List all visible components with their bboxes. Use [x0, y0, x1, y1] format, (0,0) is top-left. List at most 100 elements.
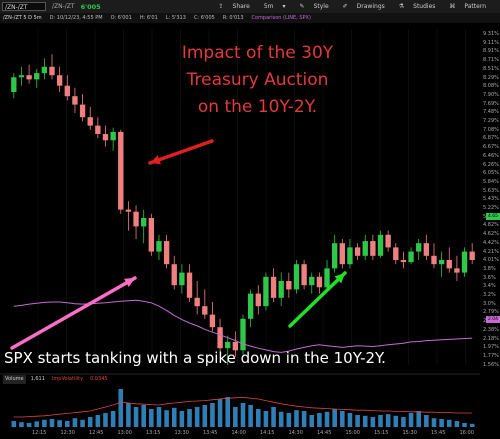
- volume-bar: [469, 423, 475, 427]
- price-axis-label: 6.46%: [483, 152, 499, 159]
- volume-label: Volume: [3, 375, 26, 384]
- volume-bar: [210, 403, 215, 427]
- pencil-icon: ✐: [342, 3, 348, 10]
- candle-body: [148, 218, 155, 252]
- volume-bar: [286, 413, 292, 427]
- volume-bar: [171, 407, 177, 427]
- candle-body: [309, 276, 315, 286]
- iv-value: 0.0345: [90, 376, 108, 382]
- candle-body: [11, 77, 17, 92]
- volume-bar: [248, 405, 253, 427]
- volume-bar: [324, 411, 330, 427]
- volume-bar: [378, 415, 383, 427]
- price-axis-label: 4.82%: [483, 222, 499, 229]
- candle-body: [56, 75, 63, 86]
- volume-bar: [80, 419, 85, 427]
- candle-body: [133, 211, 139, 227]
- drawings-button[interactable]: ✐ Drawings: [343, 3, 392, 10]
- time-axis-label: 14:45: [317, 430, 332, 436]
- candle-body: [232, 341, 239, 351]
- candle-body: [34, 73, 40, 80]
- volume-bar: [301, 411, 307, 427]
- price-axis-label: 1.77%: [483, 352, 499, 359]
- volume-bar: [65, 421, 70, 427]
- price-axis-label: 7.69%: [483, 100, 499, 107]
- price-axis-label: 4.42%: [483, 239, 499, 246]
- price-axis-label: 5.84%: [483, 178, 499, 185]
- candle-body: [163, 241, 170, 265]
- price-axis-label: 2.38%: [483, 326, 499, 333]
- brush-icon: ✎: [299, 3, 305, 10]
- volume-bar: [133, 407, 139, 427]
- time-axis-label: 13:45: [203, 430, 218, 436]
- price-axis-label: 8.71%: [483, 57, 499, 64]
- volume-bar: [149, 409, 154, 427]
- volume-bar: [347, 413, 353, 427]
- candle-body: [64, 85, 70, 97]
- patterns-button[interactable]: ⌘ Pattern: [449, 3, 493, 10]
- candle-body: [156, 241, 162, 252]
- chevron-down-icon: ▾: [282, 3, 286, 10]
- price-axis-label: 8.08%: [483, 83, 499, 90]
- volume-bar: [225, 397, 231, 427]
- timeframe-button[interactable]: 5m ▾: [264, 3, 293, 10]
- candle-body: [461, 251, 468, 273]
- candle-body: [125, 209, 132, 212]
- green-arrow: [288, 271, 347, 328]
- volume-bar: [462, 423, 467, 427]
- style-button[interactable]: ✎ Style: [300, 3, 336, 10]
- time-axis-label: 13:30: [174, 430, 189, 436]
- volume-bar: [42, 419, 47, 427]
- volume-bar: [385, 414, 391, 427]
- candle-body: [87, 117, 93, 126]
- price-axis-label: 4.21%: [483, 248, 499, 255]
- chart-title: /ZN-/ZT 5 D 5m: [3, 15, 42, 21]
- time-axis[interactable]: 12:15 12:30 12:45 13:00 13:15 13:30 13:45 14:00…: [0, 428, 480, 439]
- volume-bar: [362, 415, 368, 427]
- volume-bar: [332, 409, 337, 427]
- price-axis-label: 7.29%: [483, 118, 499, 124]
- volume-bar: [34, 421, 40, 427]
- bar-low: L: 5'313: [165, 15, 186, 21]
- candle-body: [263, 276, 269, 307]
- implied-volatility-line: [13, 396, 473, 418]
- price-axis[interactable]: 9.31% 9.11% 8.91% 8.71% 8.51% 8.29% 8.08% 7.90%…: [480, 23, 500, 383]
- share-button[interactable]: ⇪ Share: [218, 3, 256, 10]
- volume-bar: [309, 415, 315, 427]
- candle-body: [431, 255, 437, 265]
- price-chart[interactable]: [0, 23, 480, 439]
- candle-body: [225, 341, 231, 349]
- price-axis-label: 3.4%: [483, 283, 496, 290]
- symbol-input[interactable]: /ZN-/ZT: [2, 2, 46, 11]
- price-axis-label: 6.05%: [483, 170, 499, 177]
- price-axis-label: 4.62%: [483, 231, 499, 238]
- comparison-label[interactable]: Comparison (LINE, SPX): [251, 15, 311, 21]
- candle-body: [247, 293, 254, 319]
- toolbar-actions: ⇪ Share 5m ▾ ✎ Style ✐ Drawings ⚗ Studies ⌘ Pa…: [218, 0, 500, 13]
- volume-bar: [454, 421, 460, 427]
- style-label: Style: [313, 3, 329, 10]
- last-price: 6'005: [80, 2, 101, 11]
- price-axis-label: 3.2%: [483, 292, 496, 298]
- candle-body: [102, 134, 109, 141]
- volume-bar: [11, 421, 17, 427]
- volume-bar: [431, 418, 437, 427]
- candle-body: [278, 281, 284, 298]
- volume-bar: [416, 411, 421, 427]
- volume-bar: [217, 399, 223, 427]
- studies-label: Studies: [413, 3, 436, 10]
- volume-bar: [255, 409, 261, 427]
- current-price-tag: 4.65: [486, 213, 500, 220]
- candle-body: [72, 96, 78, 105]
- candle-body: [141, 218, 147, 227]
- share-label: Share: [232, 3, 250, 10]
- price-axis-label: 5.43%: [483, 196, 499, 203]
- annotation-line-1: Impact of the 30Y: [181, 43, 334, 63]
- studies-button[interactable]: ⚗ Studies: [399, 3, 443, 10]
- candle-body: [186, 272, 193, 298]
- candle-body: [79, 104, 86, 118]
- time-axis-label: 15:30: [402, 430, 417, 436]
- candle-body: [393, 247, 399, 260]
- volume-bar: [57, 420, 62, 427]
- candle-body: [446, 260, 452, 269]
